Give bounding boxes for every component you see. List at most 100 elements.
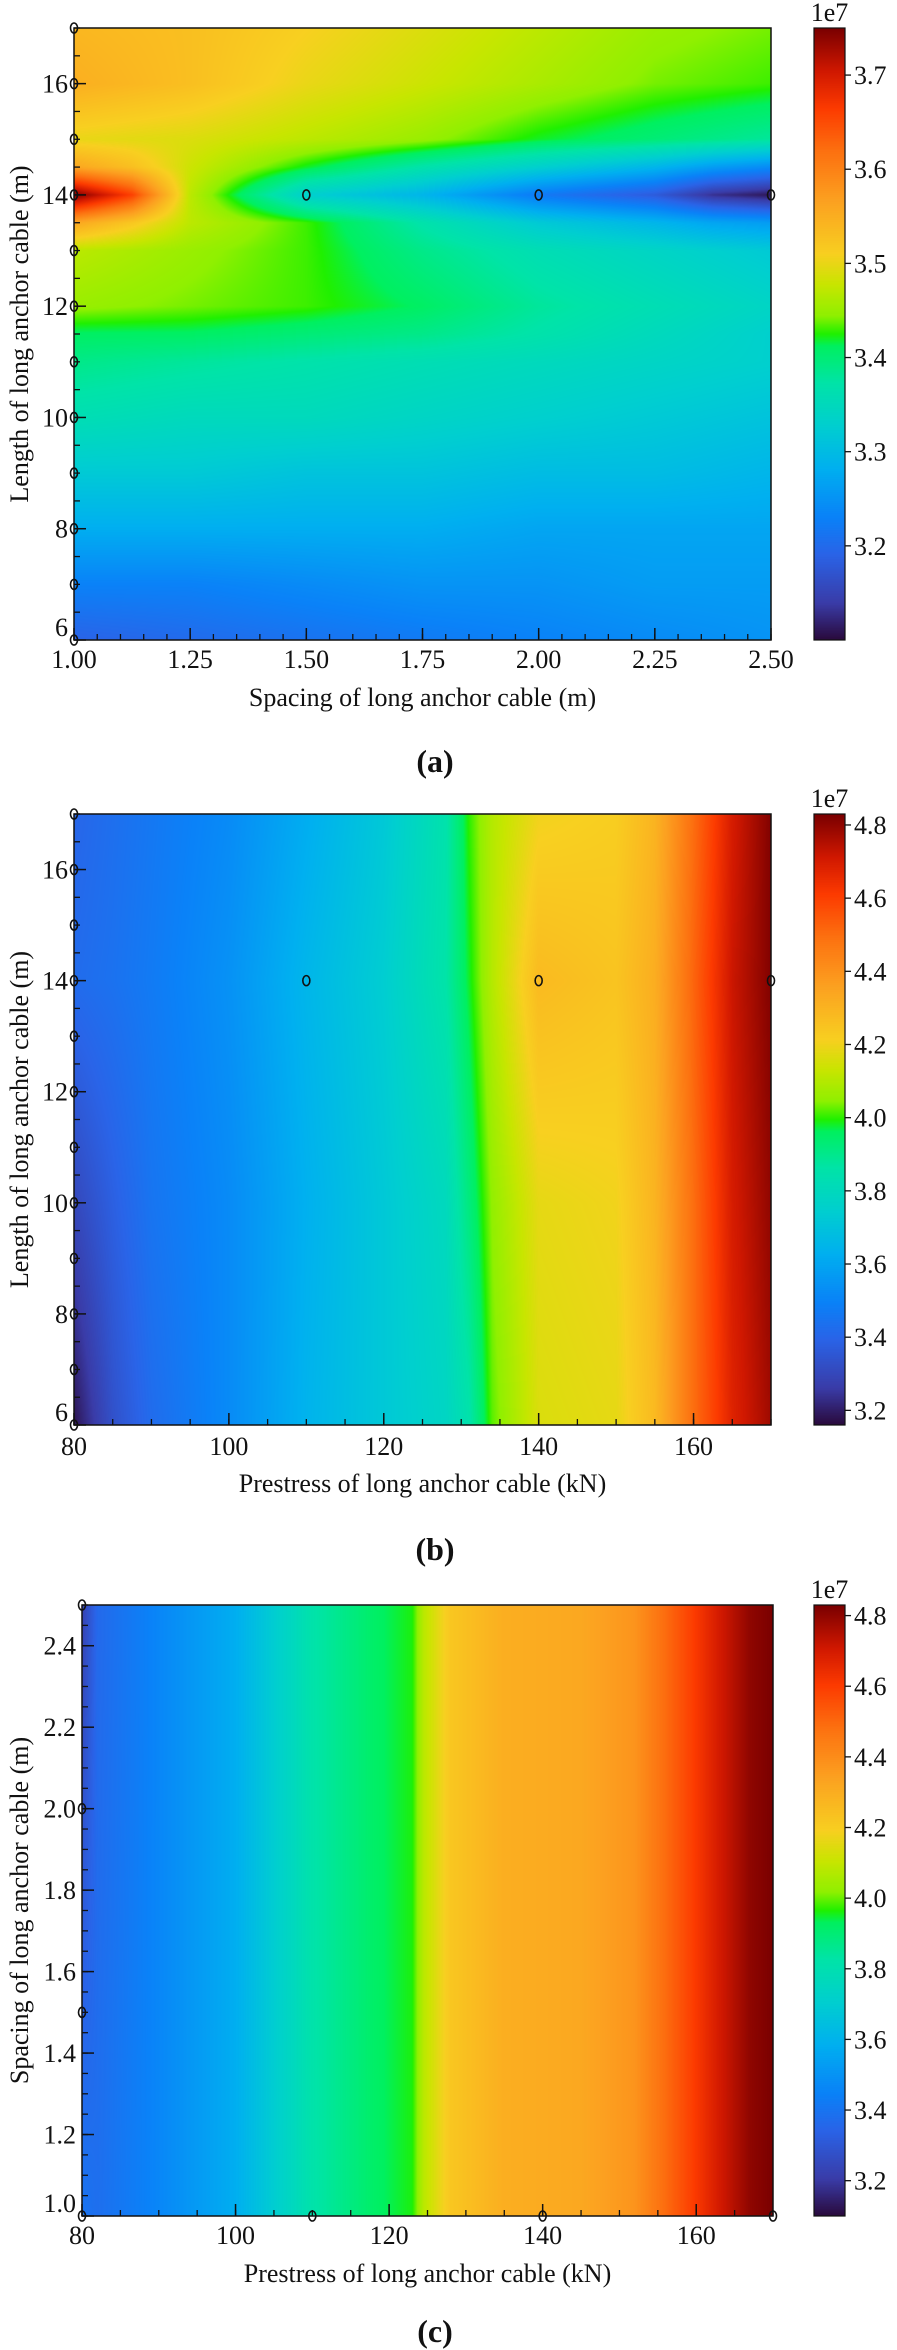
- colorbar-tick-label: 4.0: [854, 1104, 887, 1133]
- x-tick-label: 2.00: [516, 645, 562, 674]
- x-tick-label: 140: [519, 1432, 558, 1461]
- panel-a: 1.00 1.25 1.50 1.75 2.00 2.25 2.50 6 8 10 12 14 16 3.…: [5, 0, 887, 779]
- y-tick-label: 16: [42, 70, 68, 99]
- heatmap-c: [82, 1605, 773, 2216]
- x-tick-label: 160: [677, 2221, 716, 2250]
- x-tick-label: 1.25: [167, 645, 213, 674]
- sample-point: [766, 974, 776, 987]
- y-tick-label: 1.0: [44, 2189, 77, 2218]
- colorbar-tick-label: 4.4: [854, 957, 887, 986]
- panel-c: 80 100 120 140 160 1.0 1.2 1.4 1.6 1.8 2.0 2.2 2.4 3.…: [5, 1575, 887, 2349]
- colorbar-tick-label: 4.6: [854, 1672, 887, 1701]
- sample-point: [77, 1802, 87, 1815]
- sample-point: [69, 863, 79, 876]
- y-tick-label: 2.2: [44, 1713, 77, 1742]
- sample-point: [534, 974, 543, 987]
- sample-point: [69, 244, 79, 257]
- x-tick-label: 120: [364, 1432, 403, 1461]
- colorbar-tick-label: 3.4: [854, 344, 887, 373]
- x-axis-label: Spacing of long anchor cable (m): [249, 683, 596, 712]
- sample-point: [69, 467, 79, 479]
- y-tick-label: 8: [55, 515, 68, 544]
- colorbar-tick-label: 3.4: [854, 1323, 887, 1352]
- sample-point: [69, 356, 79, 368]
- sample-point: [768, 2210, 778, 2222]
- sample-point: [69, 77, 79, 90]
- sample-point: [69, 578, 79, 591]
- colorbar-frame: [813, 27, 846, 641]
- colorbar-b: [814, 814, 845, 1425]
- sample-point: [69, 411, 79, 424]
- colorbar-c: [814, 1605, 845, 2216]
- sample-point: [77, 2210, 87, 2222]
- sample-point: [69, 522, 79, 535]
- panel-caption: (b): [415, 1531, 454, 1567]
- y-tick-label: 2.4: [44, 1632, 77, 1661]
- colorbar-tick-label: 3.6: [854, 1250, 887, 1279]
- sample-point: [77, 1599, 87, 1611]
- colorbar-tick-label: 4.6: [854, 884, 887, 913]
- y-tick-label: 1.4: [44, 2039, 77, 2068]
- colorbar-tick-label: 4.0: [854, 1884, 887, 1913]
- sample-point: [302, 974, 311, 987]
- sample-point: [69, 1085, 79, 1098]
- colorbar-multiplier: 1e7: [811, 784, 849, 813]
- sample-point: [69, 1419, 79, 1431]
- heatmap-a: [74, 28, 771, 640]
- sample-point: [69, 1197, 79, 1209]
- sample-point: [538, 2210, 547, 2222]
- x-tick-label: 2.25: [632, 645, 678, 674]
- y-tick-label: 14: [42, 181, 68, 210]
- sample-point: [69, 189, 79, 201]
- panel-caption: (c): [417, 2313, 453, 2349]
- colorbar-frame: [813, 1604, 846, 2217]
- sample-point: [69, 1030, 79, 1042]
- plot-frame: [73, 813, 772, 1426]
- sample-point: [69, 634, 79, 646]
- plot-frame: [81, 1604, 774, 2217]
- colorbar-tick-label: 4.2: [854, 1030, 887, 1059]
- sample-point: [69, 919, 79, 931]
- sample-point: [69, 1252, 79, 1265]
- y-tick-label: 10: [42, 403, 68, 432]
- y-tick-label: 12: [42, 292, 68, 321]
- y-tick-label: 16: [42, 856, 68, 885]
- colorbar-tick-label: 3.7: [854, 61, 887, 90]
- x-tick-label: 1.50: [284, 645, 330, 674]
- colorbar-tick-label: 3.6: [854, 155, 887, 184]
- colorbar-tick-label: 3.2: [854, 1396, 887, 1425]
- y-axis-label: Length of long anchor cable (m): [5, 951, 34, 1288]
- y-tick-label: 2.0: [44, 1795, 77, 1824]
- sample-point: [69, 1308, 79, 1320]
- sample-point: [69, 22, 79, 34]
- x-tick-label: 80: [61, 1432, 87, 1461]
- x-tick-label: 160: [674, 1432, 713, 1461]
- colorbar-tick-label: 3.2: [854, 2167, 887, 2196]
- x-tick-label: 1.00: [51, 645, 97, 674]
- sample-point: [69, 808, 79, 820]
- y-tick-label: 12: [42, 1078, 68, 1107]
- sample-point: [308, 2210, 317, 2222]
- colorbar-multiplier: 1e7: [811, 0, 849, 27]
- y-tick-label: 1.2: [44, 2121, 77, 2150]
- x-tick-label: 100: [216, 2221, 255, 2250]
- sample-point: [766, 189, 776, 201]
- y-axis-label: Spacing of long anchor cable (m): [5, 1737, 34, 2084]
- y-tick-label: 8: [55, 1300, 68, 1329]
- y-tick-label: 6: [55, 1398, 68, 1427]
- colorbar-tick-label: 4.4: [854, 1743, 887, 1772]
- sample-point: [302, 189, 311, 201]
- sample-point: [69, 974, 79, 987]
- y-tick-label: 6: [55, 613, 68, 642]
- x-tick-label: 140: [523, 2221, 562, 2250]
- colorbar-tick-label: 3.4: [854, 2096, 887, 2125]
- y-tick-label: 14: [42, 967, 68, 996]
- colorbar-tick-label: 3.3: [854, 438, 887, 467]
- y-tick-label: 1.8: [44, 1876, 77, 1905]
- x-tick-label: 2.50: [748, 645, 794, 674]
- x-axis-label: Prestress of long anchor cable (kN): [244, 2259, 612, 2288]
- colorbar-tick-label: 3.8: [854, 1955, 887, 1984]
- x-tick-label: 1.75: [400, 645, 446, 674]
- y-tick-label: 10: [42, 1189, 68, 1218]
